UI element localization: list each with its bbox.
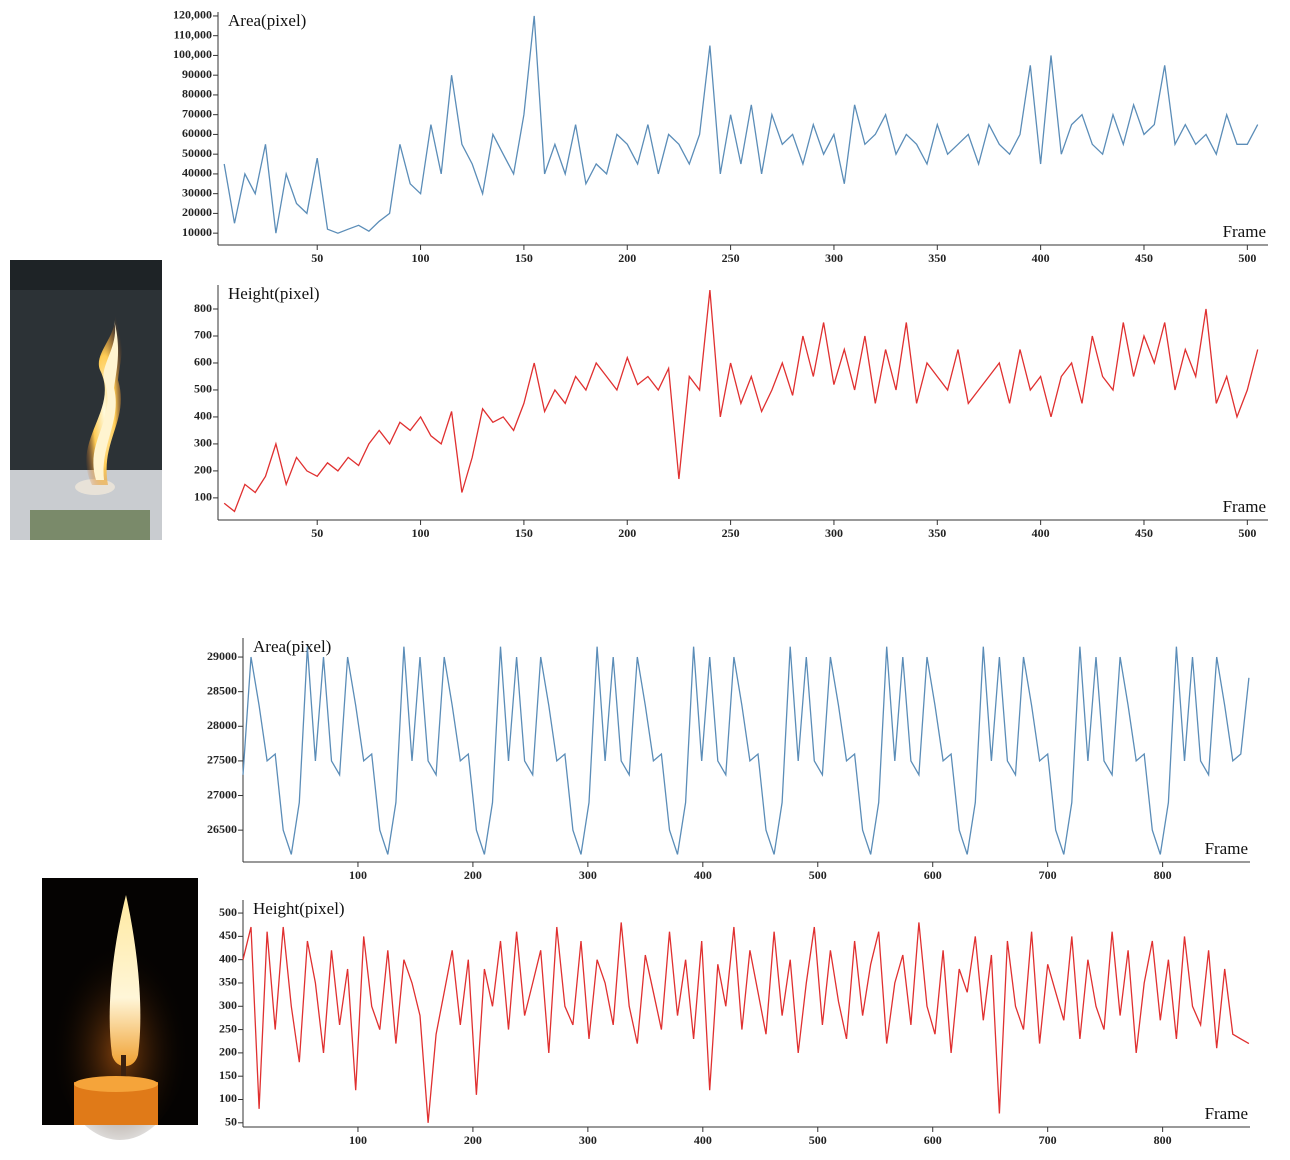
x-tick-label: 150 — [515, 251, 533, 265]
x-axis-label: Frame — [1223, 497, 1266, 516]
y-tick-label: 29000 — [207, 649, 237, 663]
y-axis-label: Height(pixel) — [228, 284, 320, 303]
x-tick-label: 400 — [1032, 251, 1050, 265]
chart: 26500 27000 27500 28000 28500 29000 100 200 300 4… — [207, 637, 1250, 882]
y-tick-label: 800 — [194, 301, 212, 315]
data-line — [224, 16, 1258, 233]
y-tick-label: 60000 — [182, 126, 212, 140]
x-axis-label: Frame — [1205, 1104, 1248, 1123]
y-tick-label: 50 — [225, 1115, 237, 1129]
x-tick-label: 350 — [928, 251, 946, 265]
y-tick-label: 300 — [219, 998, 237, 1012]
y-tick-label: 350 — [219, 975, 237, 989]
y-tick-label: 400 — [219, 951, 237, 965]
x-tick-label: 50 — [311, 251, 323, 265]
y-tick-label: 27000 — [207, 787, 237, 801]
x-tick-label: 100 — [349, 1133, 367, 1147]
y-tick-label: 28500 — [207, 683, 237, 697]
y-tick-label: 500 — [219, 905, 237, 919]
y-tick-label: 200 — [194, 463, 212, 477]
x-tick-label: 500 — [1238, 251, 1256, 265]
x-tick-label: 800 — [1154, 1133, 1172, 1147]
x-tick-label: 400 — [694, 1133, 712, 1147]
y-tick-label: 100,000 — [173, 47, 212, 61]
y-tick-label: 600 — [194, 355, 212, 369]
y-tick-label: 500 — [194, 382, 212, 396]
x-tick-label: 300 — [579, 1133, 597, 1147]
y-tick-label: 400 — [194, 409, 212, 423]
y-tick-label: 30000 — [182, 185, 212, 199]
x-tick-label: 600 — [924, 1133, 942, 1147]
x-tick-label: 600 — [924, 868, 942, 882]
data-line — [243, 922, 1249, 1122]
y-tick-label: 250 — [219, 1021, 237, 1035]
x-tick-label: 200 — [464, 1133, 482, 1147]
x-axis-label: Frame — [1223, 222, 1266, 241]
x-tick-label: 400 — [1032, 526, 1050, 540]
y-tick-label: 26500 — [207, 822, 237, 836]
x-tick-label: 300 — [825, 251, 843, 265]
x-tick-label: 450 — [1135, 526, 1153, 540]
x-tick-label: 700 — [1039, 1133, 1057, 1147]
data-line — [243, 647, 1249, 855]
y-tick-label: 20000 — [182, 205, 212, 219]
y-axis-label: Area(pixel) — [253, 637, 331, 656]
y-tick-label: 50000 — [182, 146, 212, 160]
chart: 100 200 300 400 500 600 700 800 50 100 150 200 250 30… — [194, 284, 1268, 540]
y-tick-label: 40000 — [182, 166, 212, 180]
x-tick-label: 100 — [349, 868, 367, 882]
x-tick-label: 100 — [412, 526, 430, 540]
x-tick-label: 800 — [1154, 868, 1172, 882]
y-tick-label: 70000 — [182, 106, 212, 120]
y-tick-label: 150 — [219, 1068, 237, 1082]
x-tick-label: 300 — [825, 526, 843, 540]
fire-photo — [10, 260, 162, 540]
x-tick-label: 200 — [464, 868, 482, 882]
y-axis-label: Area(pixel) — [228, 11, 306, 30]
x-tick-label: 450 — [1135, 251, 1153, 265]
data-line — [224, 290, 1258, 511]
x-tick-label: 150 — [515, 526, 533, 540]
y-tick-label: 300 — [194, 436, 212, 450]
y-tick-label: 450 — [219, 928, 237, 942]
y-tick-label: 90000 — [182, 67, 212, 81]
y-tick-label: 120,000 — [173, 8, 212, 22]
x-tick-label: 700 — [1039, 868, 1057, 882]
y-tick-label: 110,000 — [174, 27, 212, 41]
y-tick-label: 200 — [219, 1045, 237, 1059]
y-tick-label: 10000 — [182, 225, 212, 239]
chart: 50 100 150 200 250 300 350 400 450 500 100 200 300 40… — [219, 899, 1250, 1147]
x-tick-label: 350 — [928, 526, 946, 540]
candle-photo — [42, 878, 198, 1140]
y-axis-label: Height(pixel) — [253, 899, 345, 918]
x-tick-label: 250 — [722, 526, 740, 540]
x-tick-label: 250 — [722, 251, 740, 265]
x-tick-label: 300 — [579, 868, 597, 882]
y-tick-label: 28000 — [207, 718, 237, 732]
figure: 10000 20000 30000 40000 50000 60000 70000 80000… — [0, 0, 1290, 1155]
x-axis-label: Frame — [1205, 839, 1248, 858]
x-tick-label: 500 — [809, 1133, 827, 1147]
x-tick-label: 50 — [311, 526, 323, 540]
y-tick-label: 100 — [194, 490, 212, 504]
y-tick-label: 27500 — [207, 753, 237, 767]
x-tick-label: 200 — [618, 526, 636, 540]
y-tick-label: 100 — [219, 1091, 237, 1105]
x-tick-label: 100 — [412, 251, 430, 265]
y-tick-label: 700 — [194, 328, 212, 342]
y-tick-label: 80000 — [182, 87, 212, 101]
chart: 10000 20000 30000 40000 50000 60000 70000 80000… — [173, 8, 1268, 265]
x-tick-label: 200 — [618, 251, 636, 265]
x-tick-label: 400 — [694, 868, 712, 882]
x-tick-label: 500 — [809, 868, 827, 882]
x-tick-label: 500 — [1238, 526, 1256, 540]
